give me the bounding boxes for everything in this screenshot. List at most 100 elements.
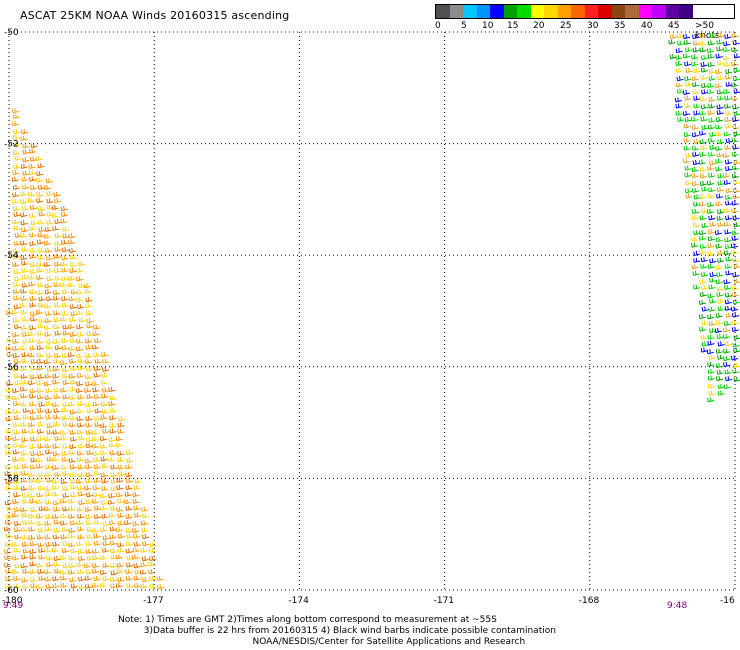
wind-barb [724,369,732,375]
wind-barb [724,33,732,39]
wind-barb [716,46,724,52]
wind-barb [61,211,69,217]
wind-barb [5,387,13,393]
wind-barb [53,421,61,427]
wind-barb [84,358,92,364]
wind-barb [22,331,30,337]
wind-barb [68,373,76,379]
latitude-label: -52 [4,140,19,150]
wind-barb [732,165,740,171]
wind-barb [85,472,94,478]
wind-barb [675,82,683,88]
wind-barb [94,408,102,414]
wind-barb [731,326,739,332]
wind-barb [44,394,52,401]
wind-barb [692,151,700,157]
wind-barb [677,116,685,122]
wind-barb [148,569,156,575]
wind-barb [108,493,116,499]
wind-barb [75,387,83,393]
wind-barb [22,407,30,413]
wind-barb [99,493,107,499]
wind-barb [44,443,52,449]
wind-barb [715,237,723,243]
wind-barb [101,513,109,519]
wind-barb [36,358,44,364]
wind-barb [133,533,141,539]
wind-barb [11,366,19,372]
wind-barb [108,456,116,462]
wind-barb [45,400,53,407]
wind-barb [722,327,730,333]
wind-barb [14,534,22,540]
wind-barb [126,457,134,464]
wind-barb [60,435,68,441]
wind-barb [725,123,733,129]
legend-swatch [503,5,517,18]
wind-barb [76,456,85,462]
wind-barb [699,249,707,255]
wind-barb [54,302,62,308]
wind-barb [37,261,45,267]
wind-barb [13,240,22,246]
wind-barb [715,131,723,137]
wind-barb [52,289,61,296]
wind-barb [101,372,109,378]
wind-barb [708,117,716,123]
wind-barb [68,233,76,239]
wind-barb [706,208,715,214]
wind-barb [700,116,708,122]
wind-barb [699,215,707,221]
legend-label: 45 [668,21,680,31]
wind-barb [675,67,683,73]
wind-barb [701,208,709,214]
wind-barb [13,429,21,435]
wind-barb [715,116,724,123]
wind-barb [21,470,29,476]
wind-barb [27,331,36,337]
wind-barb [723,179,731,185]
wind-barb [53,561,61,567]
wind-barb [94,519,102,525]
wind-barb [126,533,134,539]
wind-barb [28,534,36,540]
wind-barb [67,275,76,281]
wind-barb [61,415,69,421]
wind-barb [683,145,691,151]
wind-barb [14,276,22,282]
wind-barb [85,402,93,408]
wind-barb [715,279,723,285]
wind-barb [45,542,53,548]
wind-barb [691,124,699,130]
wind-barb [60,218,68,224]
wind-barb [100,450,108,456]
wind-barb [725,292,733,298]
wind-barb [707,368,715,374]
wind-barb [37,219,45,225]
wind-barb [69,472,77,478]
wind-barb [85,352,93,359]
wind-barb [691,54,699,60]
wind-barb [707,397,715,403]
legend-swatch [625,5,639,18]
wind-barb [84,374,92,380]
wind-barb [28,485,36,491]
wind-barb [13,211,21,217]
wind-barb [707,361,715,367]
longitude-label: -171 [434,596,454,606]
wind-barb [13,492,21,498]
wind-barb [723,221,732,227]
wind-barb [12,352,20,359]
wind-barb [21,129,29,135]
wind-barb [108,386,116,393]
wind-barb [85,422,93,428]
wind-barb [21,541,29,548]
wind-barb [91,528,99,534]
wind-barb [716,193,724,199]
wind-barb [99,569,107,575]
wind-barb [52,513,60,519]
wind-barb [692,222,700,228]
latitude-label: -50 [4,28,19,38]
wind-barb [77,394,85,400]
wind-barb [699,230,707,236]
